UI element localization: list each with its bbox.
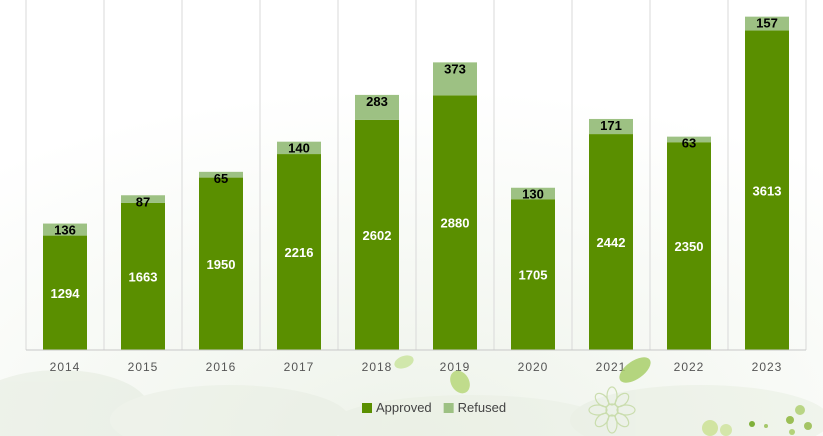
bar-approved-2023: [745, 30, 789, 351]
bar-refused-2016: [199, 171, 243, 178]
data-label-refused-2017: 140: [288, 141, 310, 156]
bar-refused-2015: [121, 195, 165, 203]
x-tick-label-2020: 2020: [518, 360, 549, 374]
bar-approved-2016: [199, 177, 243, 350]
legend-swatch-refused: [443, 403, 454, 413]
data-label-approved-2016: 1950: [207, 257, 236, 272]
data-label-approved-2021: 2442: [597, 235, 626, 250]
x-tick-label-2016: 2016: [206, 360, 237, 374]
x-tick-label-2022: 2022: [674, 360, 705, 374]
x-tick-label-2023: 2023: [752, 360, 783, 374]
x-tick-label-2014: 2014: [50, 360, 81, 374]
data-label-approved-2014: 1294: [51, 286, 81, 301]
data-label-refused-2019: 373: [444, 61, 466, 76]
data-label-approved-2020: 1705: [519, 268, 548, 283]
data-label-approved-2018: 2602: [363, 228, 392, 243]
foliage-decoration: [0, 370, 823, 436]
bar-refused-2014: [43, 223, 87, 236]
data-label-approved-2023: 3613: [753, 183, 782, 198]
bar-approved-2021: [589, 134, 633, 350]
bar-refused-2022: [667, 136, 711, 143]
bar-approved-2018: [355, 119, 399, 350]
data-label-refused-2014: 136: [54, 223, 76, 238]
data-label-refused-2020: 130: [522, 187, 544, 202]
data-label-approved-2017: 2216: [285, 245, 314, 260]
data-label-refused-2023: 157: [756, 16, 778, 31]
dots-decoration: [702, 405, 812, 436]
bar-approved-2017: [277, 154, 321, 350]
bar-approved-2022: [667, 142, 711, 350]
x-tick-label-2019: 2019: [440, 360, 471, 374]
bar-approved-2015: [121, 202, 165, 350]
legend-label-approved: Approved: [376, 400, 432, 415]
bar-approved-2014: [43, 235, 87, 350]
bar-refused-2020: [511, 187, 555, 200]
data-label-refused-2021: 171: [600, 118, 622, 133]
flower-decoration: [588, 386, 636, 434]
bar-refused-2018: [355, 94, 399, 120]
data-label-refused-2018: 283: [366, 94, 388, 109]
data-label-approved-2019: 2880: [441, 216, 470, 231]
bar-refused-2019: [433, 62, 477, 96]
leaf-decoration: [394, 355, 651, 394]
data-label-refused-2022: 63: [682, 136, 696, 151]
data-label-refused-2015: 87: [136, 194, 150, 209]
legend-swatch-approved: [362, 403, 372, 413]
data-label-approved-2022: 2350: [675, 239, 704, 254]
x-tick-label-2018: 2018: [362, 360, 393, 374]
x-tick-label-2021: 2021: [596, 360, 627, 374]
bar-approved-2019: [433, 95, 477, 350]
bar-refused-2021: [589, 118, 633, 135]
x-tick-label-2017: 2017: [284, 360, 315, 374]
data-label-approved-2015: 1663: [129, 269, 158, 284]
bar-approved-2020: [511, 199, 555, 350]
bar-refused-2023: [745, 16, 789, 31]
bar-refused-2017: [277, 141, 321, 155]
data-label-refused-2016: 65: [214, 171, 228, 186]
legend-label-refused: Refused: [458, 400, 506, 415]
x-tick-label-2015: 2015: [128, 360, 159, 374]
